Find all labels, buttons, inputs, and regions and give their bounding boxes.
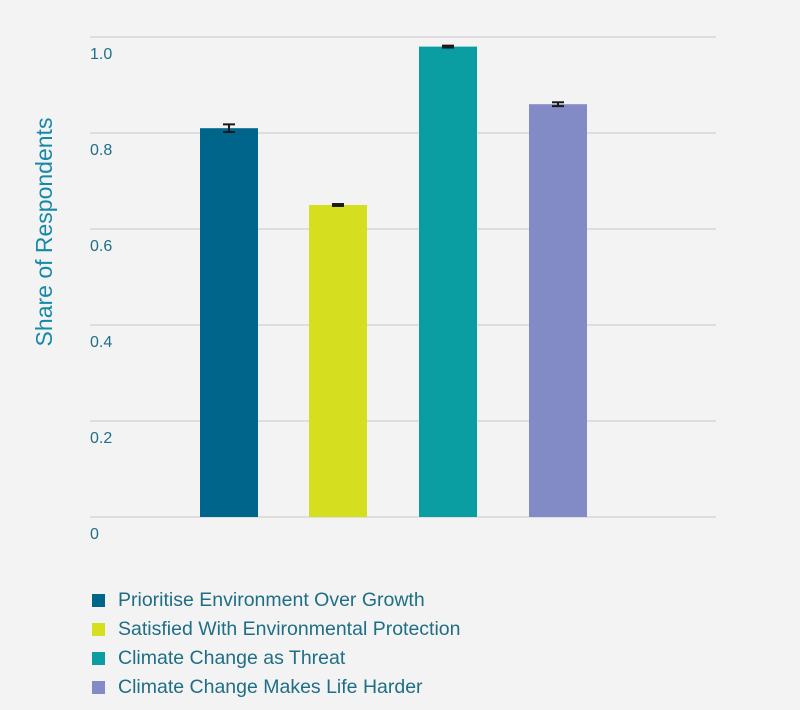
legend-item: Climate Change as Threat — [92, 646, 461, 670]
legend-item: Satisfied With Environmental Protection — [92, 617, 461, 641]
legend-swatch — [92, 622, 105, 636]
legend: Prioritise Environment Over Growth Satisf… — [92, 588, 461, 704]
legend-swatch — [92, 593, 105, 607]
bar-4 — [529, 104, 587, 517]
y-tick-label: 0.2 — [90, 430, 112, 447]
y-tick-label: 1.0 — [90, 46, 112, 63]
legend-label: Climate Change Makes Life Harder — [118, 675, 423, 698]
legend-label: Satisfied With Environmental Protection — [118, 617, 461, 640]
error-bar-3 — [442, 44, 454, 49]
bar-2 — [309, 205, 367, 517]
legend-item: Prioritise Environment Over Growth — [92, 588, 461, 612]
y-axis-ticks: 0 0.2 0.4 0.6 0.8 1.0 — [90, 46, 112, 543]
legend-item: Climate Change Makes Life Harder — [92, 675, 461, 699]
error-bar-4 — [552, 101, 564, 108]
y-tick-label: 0.4 — [90, 334, 112, 351]
legend-swatch — [92, 680, 105, 694]
gridlines — [90, 36, 716, 518]
legend-label: Prioritise Environment Over Growth — [118, 588, 425, 611]
y-tick-label: 0 — [90, 526, 99, 543]
bar-1 — [200, 128, 258, 517]
bar-3 — [419, 46, 477, 517]
error-bar-1 — [223, 123, 235, 134]
error-bar-2 — [332, 203, 344, 207]
error-bars — [223, 44, 564, 207]
legend-label: Climate Change as Threat — [118, 646, 346, 669]
y-tick-label: 0.8 — [90, 142, 112, 159]
legend-swatch — [92, 651, 105, 665]
y-axis-title: Share of Respondents — [31, 118, 57, 347]
bars — [200, 46, 587, 517]
y-tick-label: 0.6 — [90, 238, 112, 255]
